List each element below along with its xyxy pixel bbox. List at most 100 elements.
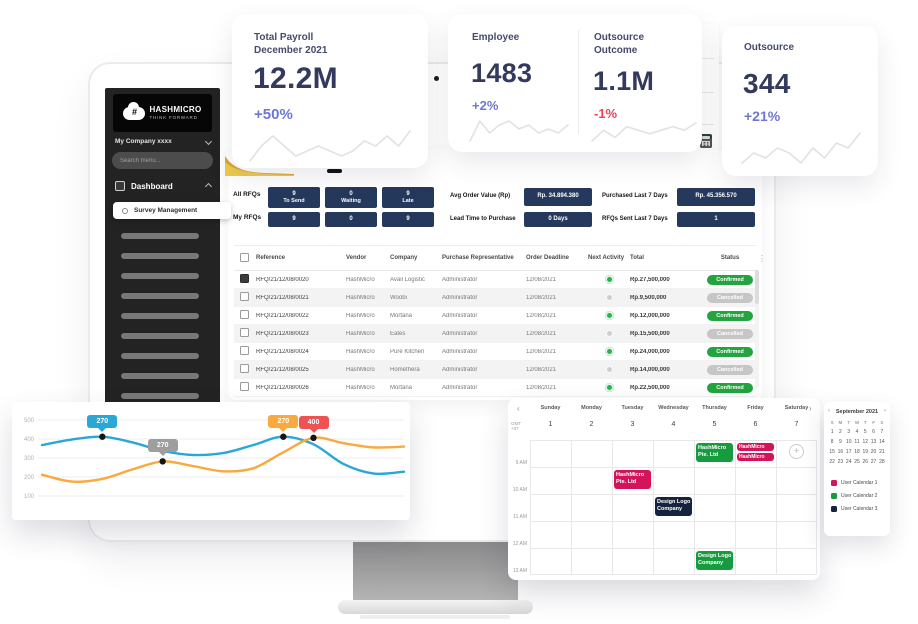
row-checkbox[interactable]	[240, 292, 249, 301]
mini-calendar-date[interactable]: 25	[854, 459, 860, 465]
stat-my-waiting[interactable]: 0	[325, 212, 377, 227]
table-row[interactable]: RFQ/21/12/08/0021 HashMicro Woobi Administr…	[234, 289, 756, 307]
whatsapp-activity-icon[interactable]	[604, 383, 614, 392]
kpi-card-employee-outsource[interactable]: Employee 1483 +2% Outsource Outcome 1.1M…	[448, 14, 702, 152]
legend-item[interactable]: User Calendar 3	[831, 506, 877, 512]
mini-calendar-next-button[interactable]: ›	[884, 408, 886, 414]
avg-order-value-box[interactable]: Rp. 34.894.380	[524, 188, 592, 206]
sidebar-item-dashboard[interactable]: Dashboard	[115, 178, 213, 194]
stat-late[interactable]: 9 Late	[382, 187, 434, 208]
table-scrollbar[interactable]	[755, 270, 759, 388]
header-vendor[interactable]: Vendor	[346, 255, 367, 261]
header-company[interactable]: Company	[390, 255, 418, 261]
row-checkbox[interactable]	[240, 346, 249, 355]
day-number[interactable]: 4	[671, 421, 676, 428]
mini-calendar-date[interactable]: 2	[839, 429, 842, 435]
mini-calendar-date[interactable]: 1	[830, 429, 834, 435]
calendar-event[interactable]: HashMicro Pte. Ltd	[614, 470, 651, 489]
table-row[interactable]: RFQ/21/12/08/0024 HashMicro Pure Kitchen Ad…	[234, 343, 756, 361]
purchased-7d-box[interactable]: Rp. 45.356.570	[677, 188, 755, 206]
calendar-event[interactable]: HashMicro	[737, 443, 774, 451]
day-number[interactable]: 2	[589, 421, 594, 428]
day-number[interactable]: 5	[712, 421, 717, 428]
kpi-card-total-payroll[interactable]: Total Payroll December 2021 12.2M +50%	[232, 14, 428, 168]
calendar-event[interactable]: Design Logo Company	[696, 551, 733, 570]
table-menu-icon[interactable]: ⋮	[758, 253, 766, 263]
day-number[interactable]: 3	[630, 421, 635, 428]
whatsapp-activity-icon[interactable]	[604, 293, 614, 302]
table-row[interactable]: RFQ/21/12/08/0020 HashMicro Avail Logistic…	[234, 271, 756, 289]
mini-calendar-date[interactable]: 8	[830, 439, 834, 445]
select-all-checkbox[interactable]	[240, 252, 249, 262]
calendar-next-button[interactable]: ›	[809, 404, 812, 413]
row-checkbox[interactable]	[240, 364, 249, 373]
header-status[interactable]: Status	[720, 255, 740, 261]
header-reference[interactable]: Reference	[256, 255, 286, 261]
calendar-event[interactable]: HashMicro Pte. Ltd	[696, 443, 733, 462]
day-number[interactable]: 1	[548, 421, 553, 428]
whatsapp-activity-icon[interactable]	[604, 347, 614, 356]
mini-calendar-date[interactable]: 12	[862, 439, 869, 445]
stat-waiting[interactable]: 0 Waiting	[325, 187, 377, 208]
header-next-activity[interactable]: Next Activity	[588, 255, 625, 261]
mini-calendar-date[interactable]: 4	[855, 429, 859, 435]
mini-calendar-date[interactable]: 14	[879, 439, 885, 445]
mini-calendar-date[interactable]: 11	[854, 439, 860, 445]
mini-calendar-date[interactable]: 21	[879, 449, 885, 455]
scrollbar-thumb[interactable]	[755, 270, 759, 304]
data-point-dot[interactable]	[159, 458, 166, 465]
table-row[interactable]: RFQ/21/12/08/0026 HashMicro Mortana Adminis…	[234, 379, 756, 397]
sidebar-search-input[interactable]	[112, 152, 213, 169]
mini-calendar-date[interactable]: 6	[872, 429, 875, 435]
row-checkbox[interactable]	[240, 328, 249, 337]
data-point-dot[interactable]	[310, 434, 317, 442]
mini-calendar-prev-button[interactable]: ‹	[828, 408, 830, 414]
data-point-dot[interactable]	[99, 433, 106, 440]
stat-my-late[interactable]: 9	[382, 212, 434, 227]
header-total[interactable]: Total	[630, 255, 644, 261]
stat-to-send[interactable]: 9 To Send	[268, 187, 320, 208]
legend-item[interactable]: User Calendar 2	[831, 493, 877, 499]
legend-item[interactable]: User Calendar 1	[831, 480, 877, 486]
add-event-button[interactable]: +	[789, 444, 804, 459]
row-checkbox[interactable]	[240, 382, 249, 391]
mini-calendar-date[interactable]: 27	[870, 459, 877, 465]
calendar-prev-button[interactable]: ‹	[517, 404, 520, 413]
mini-calendar-date[interactable]: 22	[829, 459, 835, 465]
mini-calendar-date[interactable]: 3	[847, 429, 851, 435]
row-checkbox[interactable]	[240, 310, 249, 319]
mini-calendar-date[interactable]: 16	[837, 449, 844, 455]
mini-calendar-date[interactable]: 19	[862, 449, 869, 455]
mini-calendar-date[interactable]: 23	[837, 459, 844, 465]
whatsapp-activity-icon[interactable]	[604, 329, 614, 338]
day-number[interactable]: 6	[753, 421, 758, 428]
day-number[interactable]: 7	[794, 421, 799, 428]
calculator-icon[interactable]	[700, 134, 712, 148]
mini-calendar-date[interactable]: 9	[839, 439, 842, 445]
mini-calendar-date[interactable]: 10	[845, 439, 852, 445]
header-order-deadline[interactable]: Order Deadline	[526, 255, 570, 261]
mini-calendar-date[interactable]: 20	[870, 449, 877, 455]
sidebar-item-survey-management[interactable]: Survey Management	[113, 202, 231, 219]
header-purchase-representative[interactable]: Purchase Representative	[442, 255, 514, 261]
mini-calendar-date[interactable]: 17	[845, 449, 852, 455]
data-point-dot[interactable]	[280, 433, 287, 440]
table-row[interactable]: RFQ/21/12/08/0022 HashMicro Mortana Adminis…	[234, 307, 756, 325]
rfqs-sent-7d-box[interactable]: 1	[677, 212, 755, 227]
kpi-card-outsource[interactable]: Outsource 344 +21%	[722, 26, 878, 176]
calendar-event[interactable]: HashMicro	[737, 453, 774, 461]
mini-calendar-date[interactable]: 24	[845, 459, 852, 465]
table-row[interactable]: RFQ/21/12/08/0023 HashMicro Eates Administr…	[234, 325, 756, 343]
mini-calendar-date[interactable]: 7	[880, 429, 884, 435]
company-selector[interactable]: My Company xxxx	[115, 137, 213, 146]
mini-calendar-date[interactable]: 26	[862, 459, 869, 465]
mini-calendar-date[interactable]: 18	[854, 449, 860, 455]
whatsapp-activity-icon[interactable]	[604, 311, 614, 320]
whatsapp-activity-icon[interactable]	[604, 365, 614, 374]
mini-calendar-date[interactable]: 28	[879, 459, 885, 465]
stat-my-to-send[interactable]: 9	[268, 212, 320, 227]
mini-calendar-date[interactable]: 15	[829, 449, 835, 455]
calendar-event[interactable]: Design Logo Company	[655, 497, 692, 516]
row-checkbox[interactable]	[240, 274, 249, 283]
mini-calendar-date[interactable]: 5	[863, 429, 867, 435]
